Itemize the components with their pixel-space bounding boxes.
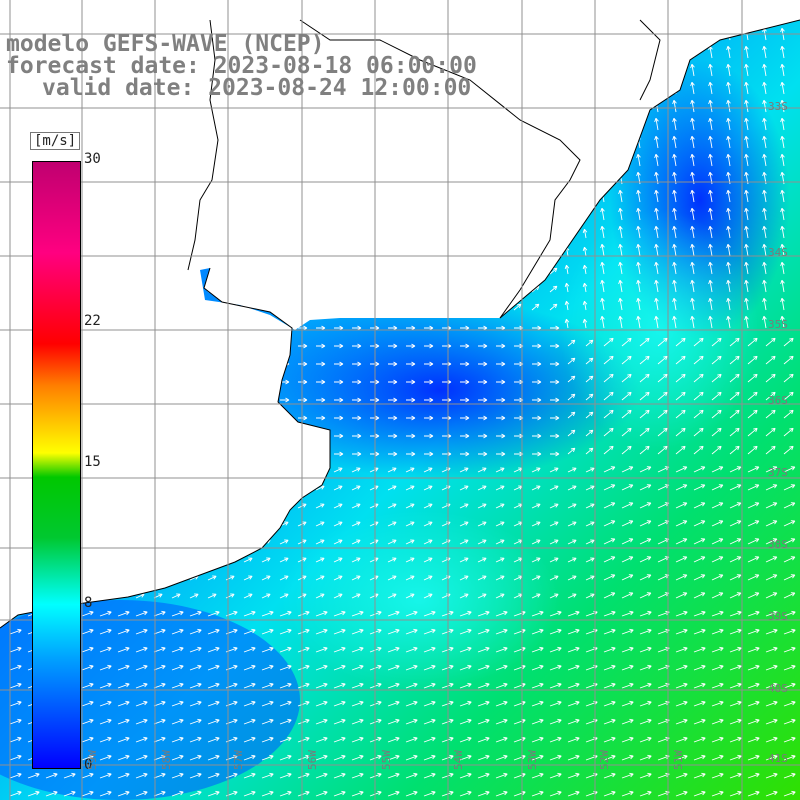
lat-label: 37S [768, 466, 788, 479]
lat-label: 41S [768, 752, 788, 765]
colorbar-tick-label: 30 [84, 151, 101, 167]
lon-label: 53W [526, 750, 539, 770]
colorbar-tick-label: 0 [84, 757, 93, 773]
colorbar-tick-label: 22 [84, 312, 101, 329]
colorbar-tick-label: 8 [84, 595, 93, 612]
lat-label: 40S [768, 682, 788, 695]
lat-label: 33S [768, 100, 788, 113]
colorbar-tick-label: 15 [84, 454, 101, 470]
forecast-date: forecast date: 2023-08-18 06:00:00 [6, 53, 477, 79]
model-title: modelo GEFS-WAVE (NCEP) [6, 31, 325, 57]
lon-label: 58W [160, 750, 173, 770]
valid-date: valid date: 2023-08-24 12:00:00 [42, 75, 472, 101]
lon-label: 57W [232, 750, 245, 770]
lon-label: 55W [380, 750, 393, 770]
lon-label: 54W [452, 750, 465, 770]
lat-label: 35S [768, 318, 788, 331]
border-lines [187, 19, 661, 319]
colorbar-unit: [m/s] [30, 132, 81, 150]
colorbar [32, 161, 81, 769]
lat-label: 39S [768, 610, 788, 623]
lat-label: 38S [768, 538, 788, 551]
coastline [0, 19, 800, 629]
lat-label: 34S [768, 246, 788, 259]
lon-label: 51W [672, 750, 685, 770]
lat-label: 36S [768, 394, 788, 407]
lon-label: 56W [306, 750, 319, 770]
lon-label: 59W [86, 750, 99, 770]
lon-label: 52W [598, 750, 611, 770]
